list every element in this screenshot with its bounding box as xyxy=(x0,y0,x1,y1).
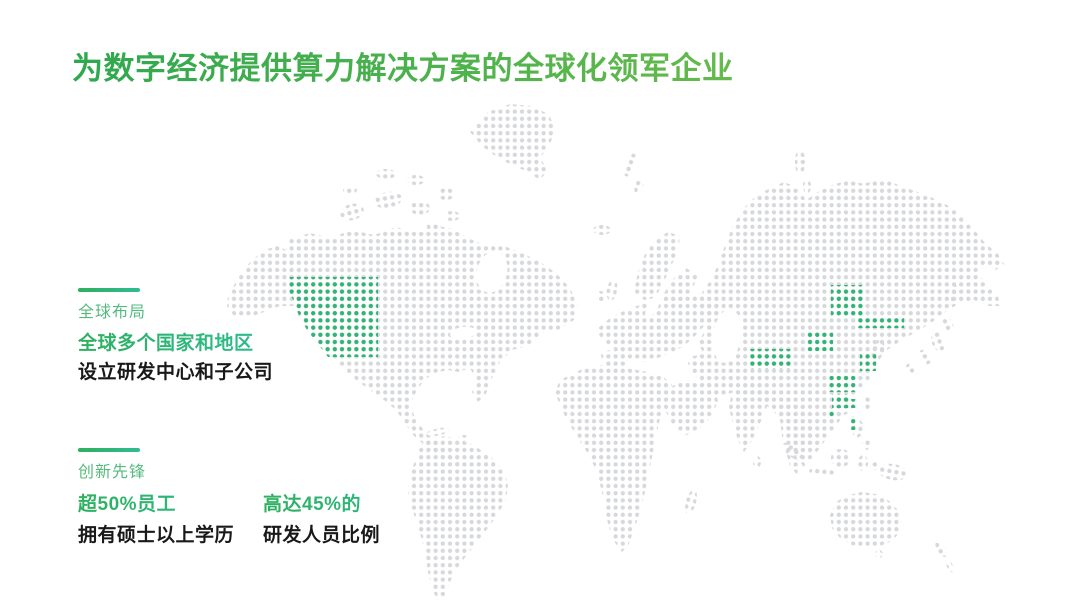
accent-line xyxy=(78,448,140,452)
highlight-region-west-us xyxy=(287,277,378,357)
section-highlight: 全球多个国家和地区 xyxy=(78,332,273,356)
section-innovation: 创新先锋 超50%员工 拥有硕士以上学历 高达45%的 研发人员比例 xyxy=(78,448,448,548)
highlight-region xyxy=(832,394,850,408)
map-land-dots xyxy=(227,104,1004,600)
highlight-region xyxy=(827,410,836,418)
highlight-region xyxy=(831,285,863,316)
stat-description: 研发人员比例 xyxy=(263,525,381,546)
highlight-region xyxy=(847,399,856,408)
section-label: 创新先锋 xyxy=(78,463,448,482)
accent-line xyxy=(78,288,140,292)
map-sea-gaps xyxy=(450,251,742,363)
highlight-region xyxy=(750,349,791,369)
stat-highlight: 超50%员工 xyxy=(78,493,263,517)
section-label: 全球布局 xyxy=(78,303,273,322)
stat-highlight: 高达45%的 xyxy=(263,493,448,517)
stat-column: 高达45%的 研发人员比例 xyxy=(263,493,448,548)
highlight-region xyxy=(805,331,833,351)
map-highlight-dots xyxy=(287,277,904,430)
highlight-region xyxy=(849,416,858,430)
section-global-layout: 全球布局 全球多个国家和地区 设立研发中心和子公司 xyxy=(78,288,273,385)
stat-description: 拥有硕士以上学历 xyxy=(78,525,235,546)
stats-row: 超50%员工 拥有硕士以上学历 高达45%的 研发人员比例 xyxy=(78,493,448,548)
highlight-region xyxy=(860,354,876,371)
stat-column: 超50%员工 拥有硕士以上学历 xyxy=(78,493,263,548)
page-title: 为数字经济提供算力解决方案的全球化领军企业 xyxy=(72,50,1032,87)
highlight-region xyxy=(858,318,904,328)
highlight-region xyxy=(827,376,857,392)
section-description: 设立研发中心和子公司 xyxy=(78,362,274,383)
